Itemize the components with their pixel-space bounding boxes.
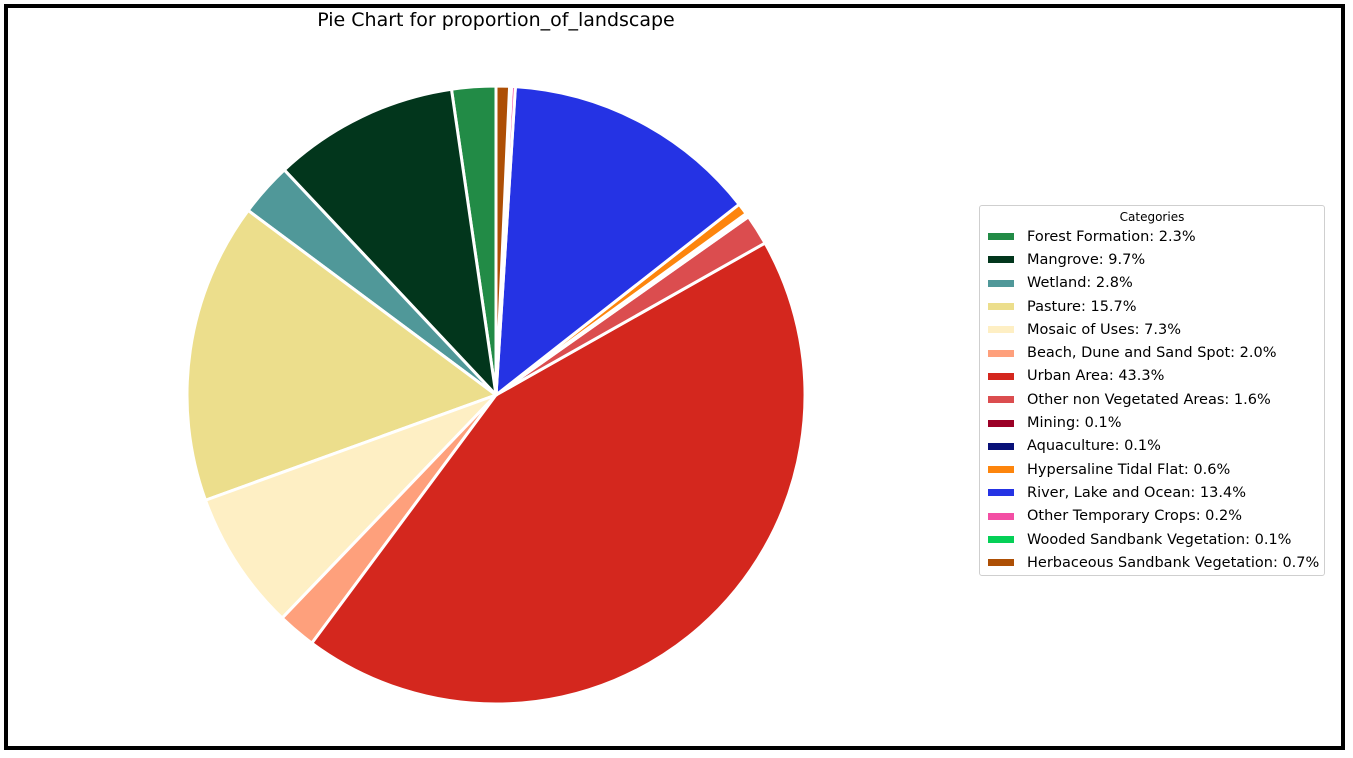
legend-item: Pasture: 15.7% <box>980 295 1324 318</box>
legend-items: Forest Formation: 2.3% Mangrove: 9.7% Wetl… <box>980 225 1324 574</box>
legend-swatch <box>988 536 1014 543</box>
legend-swatch <box>988 349 1014 357</box>
legend-swatch <box>988 233 1014 241</box>
legend-item: Hypersaline Tidal Flat: 0.6% <box>980 458 1324 481</box>
legend-swatch <box>988 559 1014 567</box>
legend-label: Herbaceous Sandbank Vegetation: 0.7% <box>1027 554 1320 571</box>
legend-swatch <box>988 256 1014 264</box>
legend-swatch <box>988 489 1014 497</box>
legend-swatch <box>988 372 1014 380</box>
legend-item: Mosaic of Uses: 7.3% <box>980 318 1324 341</box>
legend-label: River, Lake and Ocean: 13.4% <box>1027 484 1246 501</box>
legend-swatch <box>988 279 1014 287</box>
legend-label: Mangrove: 9.7% <box>1027 251 1146 268</box>
legend-item: Forest Formation: 2.3% <box>980 225 1324 248</box>
legend-label: Beach, Dune and Sand Spot: 2.0% <box>1027 345 1277 362</box>
legend-item: Mining: 0.1% <box>980 411 1324 434</box>
pie-slices <box>185 84 807 706</box>
pie-slice-14 <box>494 84 512 397</box>
legend-label: Aquaculture: 0.1% <box>1027 438 1161 455</box>
legend-swatch <box>988 466 1014 474</box>
legend-item: Herbaceous Sandbank Vegetation: 0.7% <box>980 551 1324 574</box>
legend-label: Hypersaline Tidal Flat: 0.6% <box>1027 461 1231 478</box>
legend-label: Urban Area: 43.3% <box>1027 368 1165 385</box>
legend-swatch <box>988 326 1014 334</box>
legend-label: Mining: 0.1% <box>1027 415 1122 432</box>
legend-item: Aquaculture: 0.1% <box>980 435 1324 458</box>
legend-item: Wooded Sandbank Vegetation: 0.1% <box>980 528 1324 551</box>
legend-label: Forest Formation: 2.3% <box>1027 228 1196 245</box>
chart-title: Pie Chart for proportion_of_landscape <box>317 9 675 31</box>
pie-slice-1 <box>282 87 498 397</box>
legend-label: Wooded Sandbank Vegetation: 0.1% <box>1027 531 1292 548</box>
legend-label: Pasture: 15.7% <box>1027 298 1137 315</box>
legend-item: Urban Area: 43.3% <box>980 365 1324 388</box>
legend-item: River, Lake and Ocean: 13.4% <box>980 481 1324 504</box>
legend-swatch <box>988 396 1014 404</box>
legend-swatch <box>988 442 1014 450</box>
legend-item: Other Temporary Crops: 0.2% <box>980 505 1324 528</box>
pie-slice-11 <box>494 85 741 397</box>
legend-item: Mangrove: 9.7% <box>980 248 1324 271</box>
legend-label: Other Temporary Crops: 0.2% <box>1027 508 1243 525</box>
legend-swatch <box>988 419 1014 427</box>
pie-slice-6 <box>310 241 807 706</box>
legend: Categories Forest Formation: 2.3% Mangrov… <box>979 205 1325 576</box>
legend-swatch <box>988 512 1014 520</box>
legend-item: Wetland: 2.8% <box>980 272 1324 295</box>
legend-label: Mosaic of Uses: 7.3% <box>1027 321 1181 338</box>
pie-slice-3 <box>185 208 498 502</box>
legend-swatch <box>988 303 1014 311</box>
legend-title: Categories <box>1119 210 1185 224</box>
legend-label: Wetland: 2.8% <box>1027 275 1133 292</box>
legend-label: Other non Vegetated Areas: 1.6% <box>1027 391 1271 408</box>
legend-item: Beach, Dune and Sand Spot: 2.0% <box>980 341 1324 364</box>
pie-slice-4 <box>203 393 498 620</box>
legend-item: Other non Vegetated Areas: 1.6% <box>980 388 1324 411</box>
